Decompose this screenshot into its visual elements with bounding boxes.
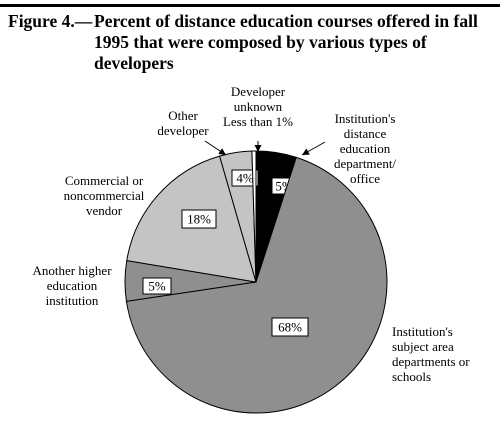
data-label-other-developer: 4% — [236, 171, 254, 186]
data-label-another-higher-education-institution: 5% — [148, 279, 166, 294]
slice-label-another-higher-education-institution: Another higher education institution — [32, 263, 112, 308]
slice-label-commercial-or-noncommercial-vendor: Commercial or noncommercial vendor — [64, 173, 145, 218]
top-rule — [0, 4, 500, 7]
leader-arrow-other-developer-head — [218, 148, 226, 155]
data-label-box — [181, 209, 217, 229]
pie-slice-institution-s-subject-area-departments-or-schools — [125, 156, 388, 414]
figure-title: Figure 4.— Percent of distance education… — [8, 11, 488, 74]
data-label-commercial-or-noncommercial-vendor: 18% — [187, 212, 211, 227]
leader-arrow-developer-unknown-head — [254, 145, 262, 152]
data-label-institution-s-subject-area-departments-or-schools: 68% — [278, 320, 302, 335]
data-label-box — [231, 169, 259, 187]
leader-arrow-distance-education-head — [302, 148, 310, 155]
slice-label-institution-s-distance-education-department-office: Institution's distance education department… — [334, 111, 396, 186]
slice-label-developer-unknown: Developer unknown — [231, 84, 286, 114]
figure-title-text: Percent of distance education courses of… — [94, 11, 478, 73]
data-label-box — [271, 317, 309, 337]
figure-number: Figure 4.— — [8, 11, 93, 31]
data-label-developer-unknown: Less than 1% — [223, 114, 293, 129]
pie-slice-developer-unknown — [251, 150, 257, 283]
data-label-box — [142, 277, 172, 295]
slice-label-institution-s-subject-area-departments-or-schools: Institution's subject area departments or s… — [392, 324, 470, 384]
slice-label-other-developer: Other developer — [157, 108, 209, 138]
